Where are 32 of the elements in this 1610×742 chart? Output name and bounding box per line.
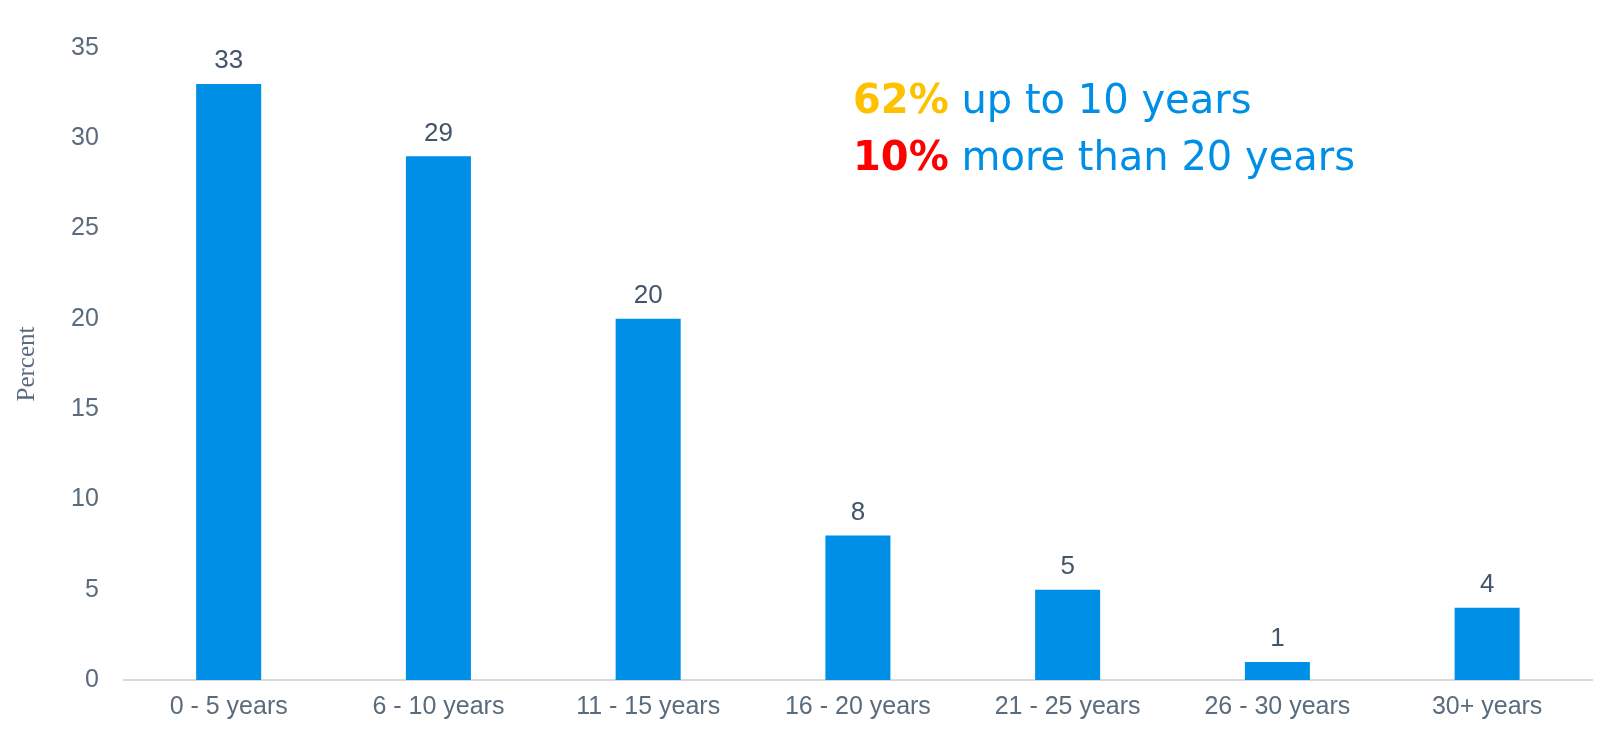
y-tick-label: 25 <box>71 212 99 241</box>
x-tick-label: 0 - 5 years <box>169 690 288 719</box>
annotation: 62% up to 10 years <box>853 76 1252 122</box>
x-tick-label: 30+ years <box>1431 690 1543 719</box>
y-tick-label: 30 <box>71 122 99 151</box>
data-label: 29 <box>423 116 453 147</box>
y-axis-title: Percent <box>11 326 39 402</box>
x-tick-label: 16 - 20 years <box>784 690 931 719</box>
x-tick-label: 26 - 30 years <box>1204 690 1351 719</box>
data-label: 8 <box>850 495 866 526</box>
bar <box>825 535 891 680</box>
data-label: 1 <box>1270 622 1285 653</box>
x-tick-label: 11 - 15 years <box>576 690 721 719</box>
bar <box>1035 589 1101 680</box>
x-tick-label: 21 - 25 years <box>994 690 1141 719</box>
bar <box>196 84 262 680</box>
y-tick-label: 5 <box>84 573 99 602</box>
annotation: 10% more than 20 years <box>853 133 1356 179</box>
data-label: 33 <box>214 44 244 75</box>
bar <box>615 318 681 680</box>
x-tick-label: 6 - 10 years <box>372 690 505 719</box>
data-label: 4 <box>1479 567 1495 598</box>
y-tick-label: 10 <box>71 483 99 512</box>
data-label: 5 <box>1060 549 1075 580</box>
data-label: 20 <box>633 279 663 310</box>
y-tick-label: 0 <box>84 663 99 692</box>
bar <box>405 156 471 680</box>
bar <box>1244 661 1310 680</box>
y-tick-label: 15 <box>71 393 99 422</box>
bar <box>1454 607 1520 680</box>
y-tick-label: 20 <box>71 302 99 331</box>
y-tick-label: 35 <box>71 31 99 60</box>
